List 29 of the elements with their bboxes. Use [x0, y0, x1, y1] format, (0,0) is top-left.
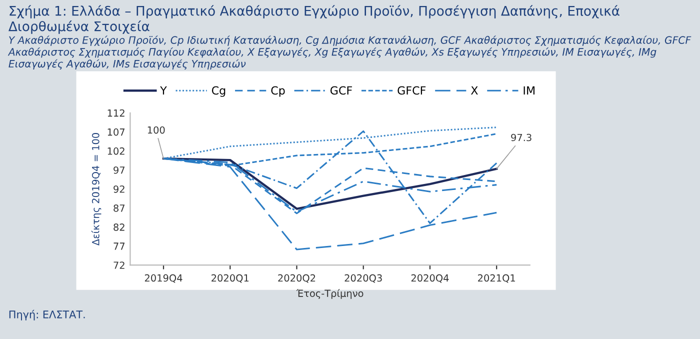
x-tick-label: 2020Q2 — [278, 274, 316, 283]
legend-label: GCF — [330, 86, 352, 95]
x-tick-label: 2020Q4 — [411, 274, 449, 283]
x-tick-label: 2021Q1 — [478, 274, 515, 283]
y-tick-label: 77 — [114, 242, 125, 250]
legend-label: Y — [160, 86, 167, 94]
y-tick-label: 92 — [114, 185, 124, 193]
y-tick-label: 87 — [114, 204, 125, 212]
legend-label: GFCF — [398, 86, 426, 95]
legend-label: X — [470, 86, 478, 94]
legend-label: Cg — [212, 86, 226, 97]
y-tick-label: 107 — [108, 128, 125, 136]
chart-title: Σχήμα 1: Ελλάδα – Πραγματικό Ακαθάριστο Εγχώριο Προϊόν, Προσέγγιση Δαπάνης, Εποχικά Διορθωμένα Στοιχεία — [8, 5, 620, 34]
x-tick-label: 2020Q1 — [212, 274, 249, 283]
x-tick-label: 2020Q3 — [344, 274, 382, 283]
annotation: 100 — [148, 126, 165, 134]
chart-subtitle: Y Ακαθάριστο Εγχώριο Προϊόν, Cp Ιδιωτική Κατανάλωση, Cg Δημόσια Κατανάλωση, GCF Ακαθάριστος Σχηματισμός Κεφαλαίου, GFCF Ακαθάριστος Σχηματισμός Παγίου Κεφαλαίου, X Εξαγωγές, Xg Εξαγωγές Αγαθών, Xs Εξαγωγές Υπηρεσιών, IM Εισαγωγές, IMg Εισαγωγές Αγαθών, IMs Εισαγωγές Υπηρεσιών — [8, 36, 692, 70]
y-tick-label: 82 — [114, 224, 124, 231]
text: Πηγή: ΕΛΣΤΑΤ. — [9, 310, 85, 320]
y-tick-label: 72 — [114, 262, 124, 269]
y-tick-label: 97 — [114, 166, 125, 174]
legend-label: Cp — [271, 86, 285, 97]
annotation: 97.3 — [511, 134, 532, 142]
y-axis-title: Δείκτης 2019Q4 = 100 — [91, 133, 102, 246]
y-tick-label: 102 — [108, 147, 124, 155]
x-axis-title: Έτος-Τρίμηνο — [296, 289, 364, 299]
legend-label: IM — [524, 86, 534, 94]
y-tick-label: 112 — [108, 109, 124, 117]
x-tick-label: 2019Q4 — [144, 274, 182, 283]
